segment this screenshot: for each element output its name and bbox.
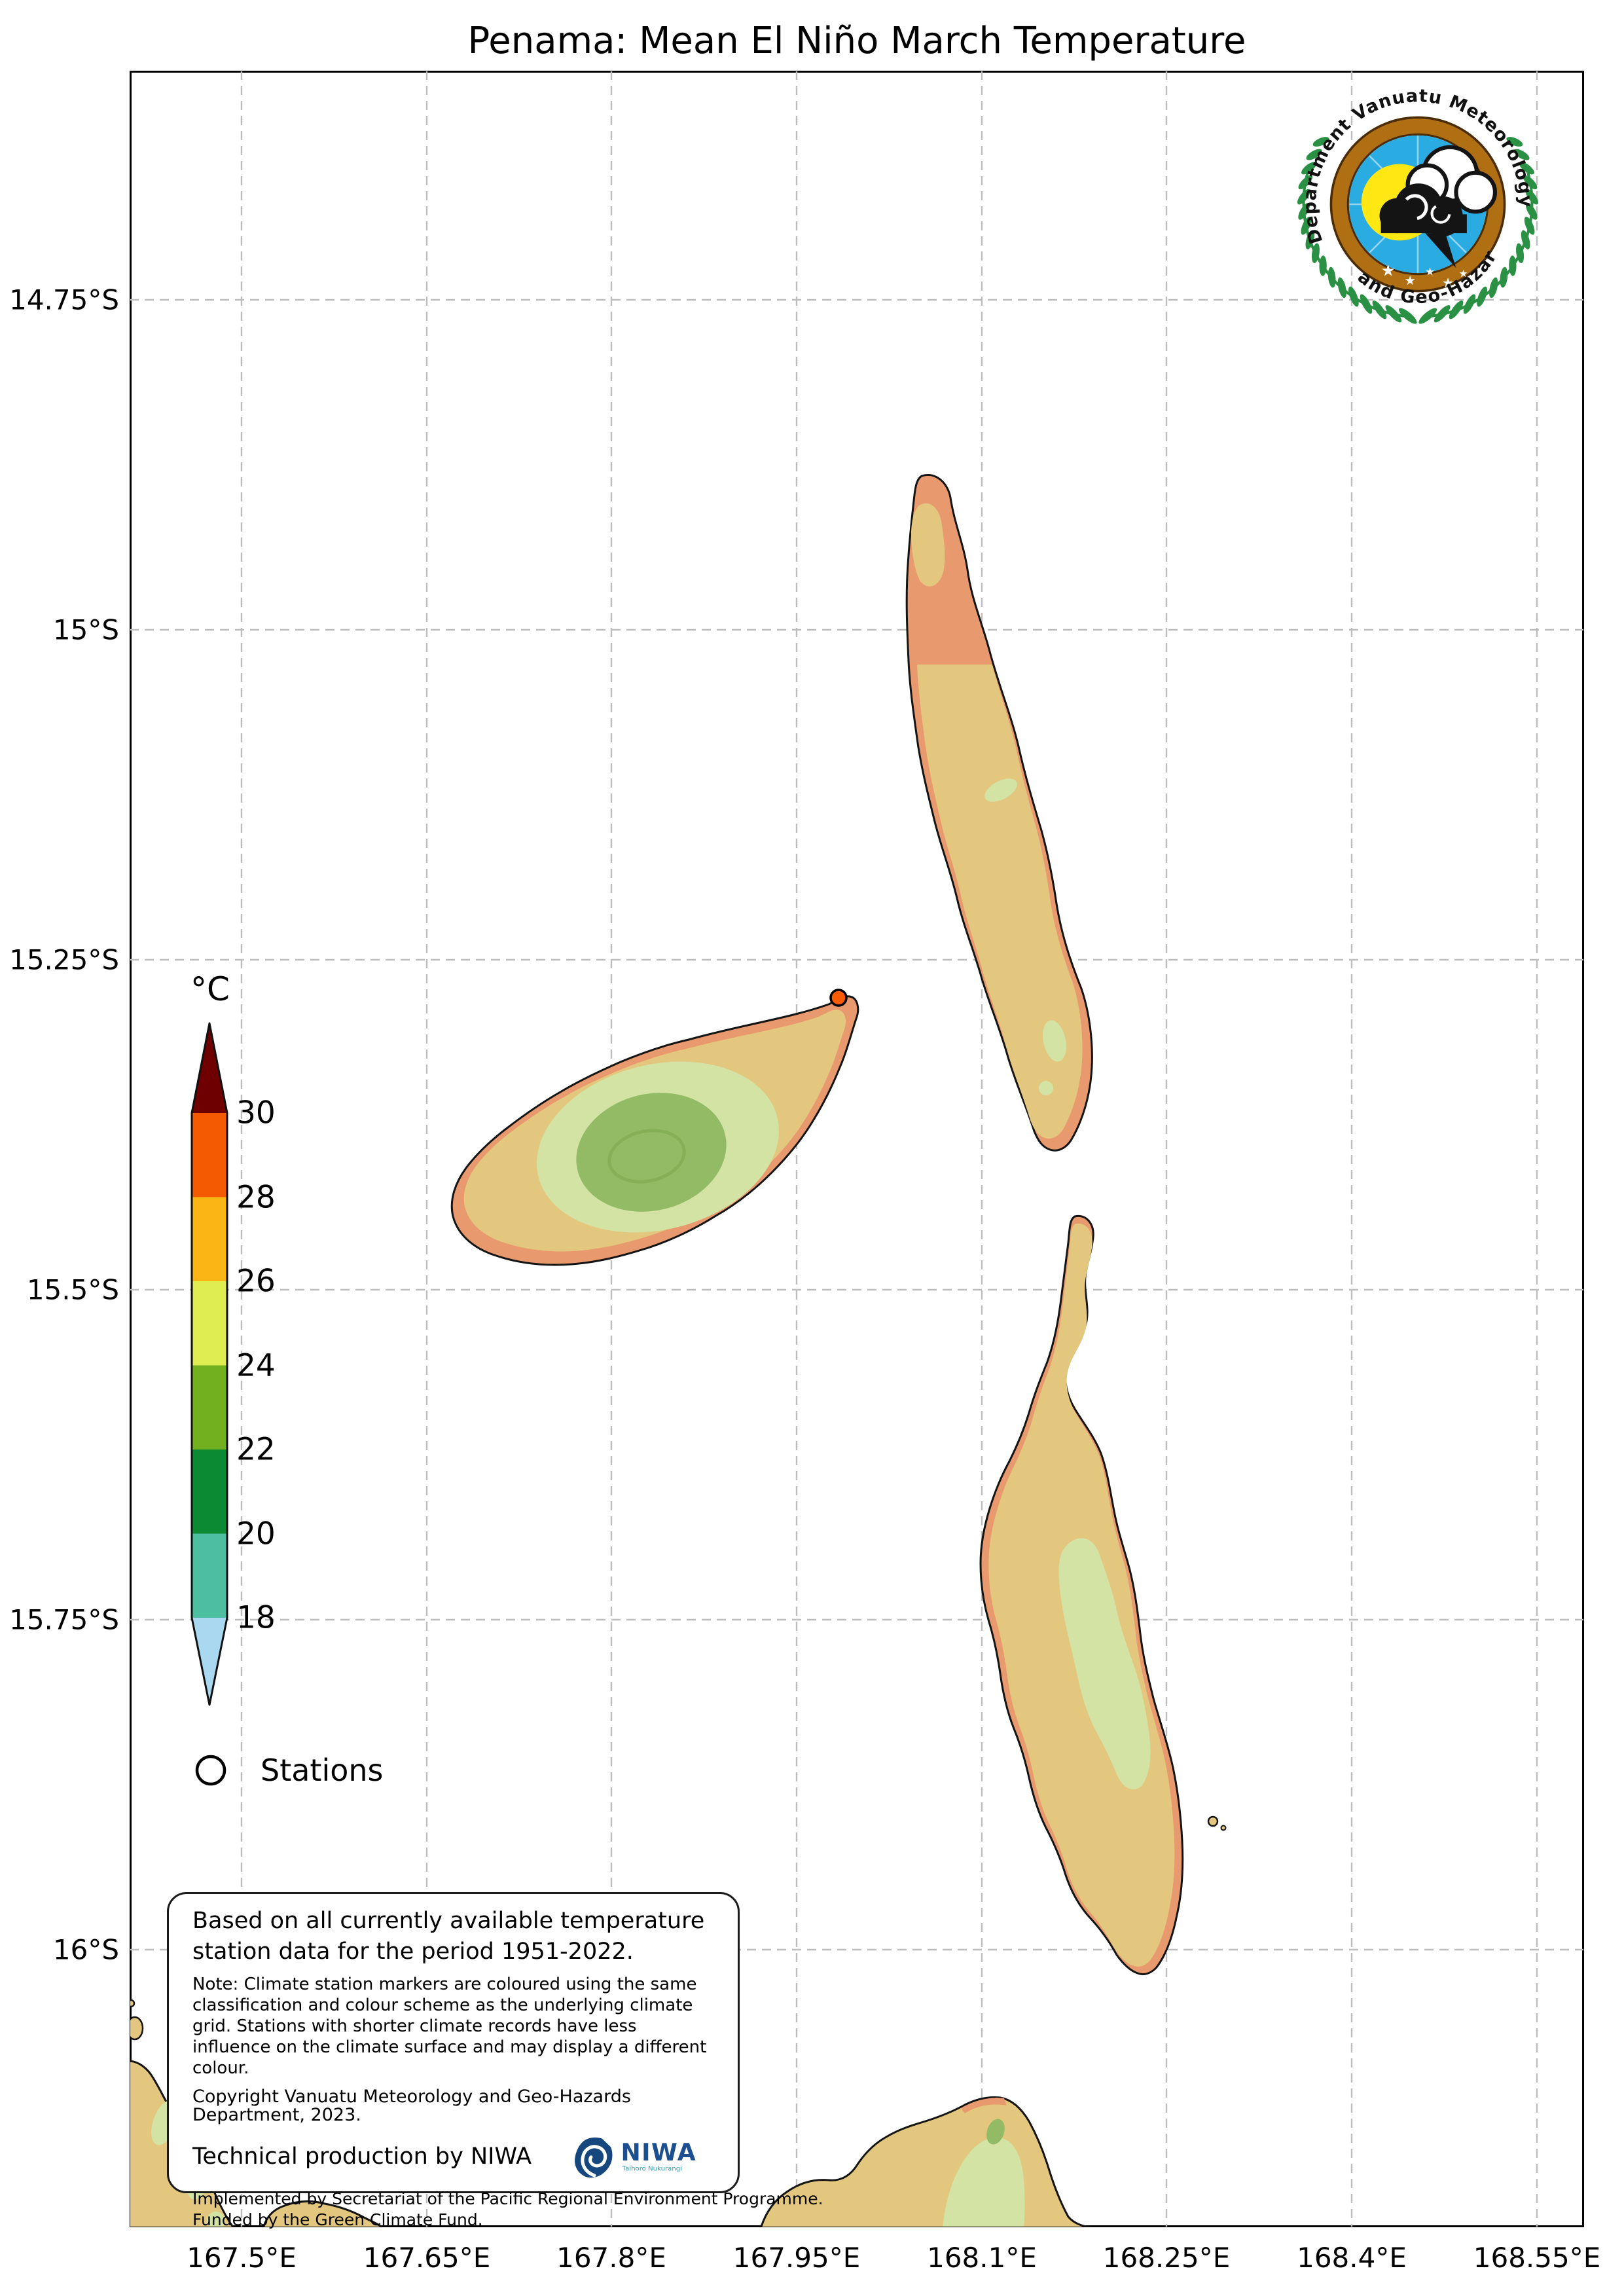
svg-text:★: ★ — [1442, 275, 1454, 291]
colorbar-band-22-24 — [192, 1365, 227, 1449]
niwa-koru-icon — [575, 2137, 613, 2178]
y-tick-16S: 16°S — [52, 1933, 119, 1966]
svg-text:★: ★ — [1471, 278, 1479, 287]
vmgd-wreath — [1297, 137, 1539, 324]
svg-text:★: ★ — [1459, 268, 1468, 280]
svg-text:★: ★ — [1404, 273, 1415, 288]
vmgd-logo: ★ ★ ★ ★ ★ ★ Department Vanuatu Meteorolo… — [1287, 73, 1539, 324]
colorbar-outline — [190, 1022, 228, 1706]
island-ambae — [450, 995, 859, 1266]
x-tick-167.65E: 167.65°E — [363, 2242, 491, 2274]
info-note: Note: Climate station markers are colour… — [192, 1975, 707, 2078]
ambrym-summit-spot — [986, 2119, 1005, 2145]
island-maewo — [905, 474, 1093, 1152]
y-tick-15.25S: 15.25°S — [9, 943, 119, 976]
island-ambrym-north — [760, 2096, 1092, 2227]
niwa-logo: NIWA Taihoro Nukurangi — [575, 2137, 697, 2178]
colorbar-band-26-28 — [192, 1197, 227, 1281]
pentecost-islet — [1207, 1815, 1219, 1827]
x-tick-168.25E: 168.25°E — [1102, 2242, 1231, 2274]
info-implemented: Implemented by Secretariat of the Pacifi… — [192, 2189, 823, 2231]
colorbar-tick-22: 22 — [236, 1431, 276, 1468]
y-tick-15S: 15°S — [52, 613, 119, 646]
niwa-wordmark: NIWA — [621, 2138, 697, 2166]
x-tick-168.55E: 168.55°E — [1473, 2242, 1601, 2274]
x-tick-167.95E: 167.95°E — [732, 2242, 861, 2274]
colorbar-band-18-20 — [192, 1533, 227, 1618]
colorbar-tick-26: 26 — [236, 1263, 276, 1300]
ambrym-peak-fringe — [961, 2098, 1007, 2113]
info-summary: Based on all currently available tempera… — [192, 1908, 705, 1965]
y-tick-15.5S: 15.5°S — [26, 1273, 119, 1306]
station-marker — [829, 989, 848, 1007]
colorbar-arrow-below-18 — [192, 1618, 227, 1705]
cloud-icon — [1379, 145, 1498, 268]
southwest-islet — [130, 1999, 135, 2008]
colorbar-tick-24: 24 — [236, 1347, 276, 1383]
y-tick-14.75S: 14.75°S — [9, 283, 119, 316]
southwest-islet — [130, 2016, 144, 2041]
island-maewo-north-patch — [911, 503, 945, 587]
maewo-upland-spot — [1043, 1020, 1066, 1062]
info-copyright: Copyright Vanuatu Meteorology and Geo-Ha… — [192, 2086, 631, 2125]
svg-text:★: ★ — [1425, 266, 1435, 278]
colorbar-title: °C — [190, 970, 230, 1008]
ambae-crater-rim — [607, 1129, 686, 1184]
island-bottom-piece — [262, 2200, 383, 2227]
maewo-upland-spot — [984, 778, 1017, 802]
y-tick-15.75S: 15.75°S — [9, 1603, 119, 1636]
stars: ★ ★ ★ ★ ★ ★ — [1381, 261, 1479, 291]
x-tick-168.1E: 168.1°E — [927, 2242, 1037, 2274]
island-ambae-summit — [576, 1093, 727, 1212]
southwest-strip-upland — [207, 2212, 225, 2227]
pentecost-islet — [1220, 1825, 1227, 1831]
x-tick-167.8E: 167.8°E — [556, 2242, 666, 2274]
island-pentecost — [979, 1214, 1227, 1976]
colorbar-band-24-26 — [192, 1281, 227, 1366]
colorbar-tick-28: 28 — [236, 1179, 276, 1215]
page-title: Penama: Mean El Niño March Temperature — [467, 20, 1246, 62]
info-production: Technical production by NIWA — [192, 2143, 532, 2170]
colorbar — [190, 1022, 228, 1706]
stations-legend-label: Stations — [261, 1753, 384, 1788]
maewo-upland-spot — [1039, 1081, 1053, 1095]
colorbar-arrow-above-30 — [192, 1023, 227, 1113]
island-maewo-interior — [917, 665, 1083, 1139]
implemented-line: Implemented by Secretariat of the Pacifi… — [192, 2189, 823, 2208]
funded-line: Funded by the Green Climate Fund. — [192, 2210, 483, 2229]
niwa-tagline: Taihoro Nukurangi — [622, 2166, 682, 2173]
colorbar-tick-20: 20 — [236, 1516, 276, 1552]
island-pentecost-upland — [1058, 1538, 1151, 1790]
info-box: Based on all currently available tempera… — [167, 1892, 823, 2229]
colorbar-band-28-30 — [192, 1113, 227, 1197]
island-ambrym-upland — [943, 2138, 1025, 2227]
vmgd-emblem: ★ ★ ★ ★ ★ ★ — [1348, 135, 1498, 291]
x-tick-168.4E: 168.4°E — [1297, 2242, 1407, 2274]
colorbar-band-20-22 — [192, 1449, 227, 1534]
colorbar-tick-30: 30 — [236, 1095, 276, 1131]
production-row: Technical production by NIWA NIWA Taihor… — [192, 2132, 714, 2181]
x-tick-167.5E: 167.5°E — [187, 2242, 297, 2274]
svg-text:★: ★ — [1381, 261, 1396, 280]
colorbar-tick-18: 18 — [236, 1599, 276, 1636]
stations-legend-marker — [195, 1755, 226, 1786]
